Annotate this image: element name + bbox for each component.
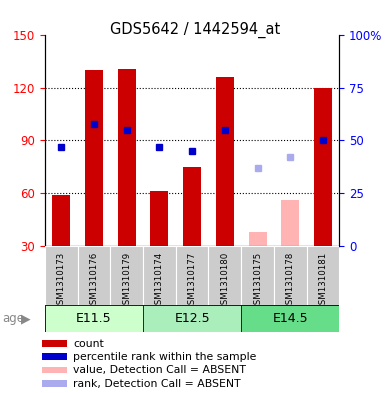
Bar <box>85 70 103 246</box>
Bar <box>52 195 70 246</box>
Bar <box>208 246 241 305</box>
Bar <box>183 167 201 246</box>
Text: GSM1310179: GSM1310179 <box>122 252 131 310</box>
Text: E14.5: E14.5 <box>272 312 308 325</box>
Text: GDS5642 / 1442594_at: GDS5642 / 1442594_at <box>110 22 280 38</box>
Bar <box>43 367 67 373</box>
Bar <box>45 246 78 305</box>
Text: ▶: ▶ <box>21 312 31 326</box>
Text: GSM1310178: GSM1310178 <box>286 252 295 310</box>
Bar <box>314 88 332 246</box>
Bar <box>118 69 136 246</box>
Text: age: age <box>2 312 24 325</box>
Bar <box>43 340 67 347</box>
Bar <box>43 353 67 360</box>
Text: GSM1310181: GSM1310181 <box>319 252 328 310</box>
Bar <box>281 200 299 246</box>
Bar <box>241 305 339 332</box>
Bar <box>307 246 339 305</box>
Text: rank, Detection Call = ABSENT: rank, Detection Call = ABSENT <box>73 378 241 389</box>
Bar <box>43 380 67 387</box>
Bar <box>248 231 266 246</box>
Text: GSM1310177: GSM1310177 <box>188 252 197 310</box>
Text: GSM1310173: GSM1310173 <box>57 252 66 310</box>
Bar <box>216 77 234 246</box>
Bar <box>143 305 241 332</box>
Bar <box>274 246 307 305</box>
Text: E12.5: E12.5 <box>174 312 210 325</box>
Bar <box>151 191 168 246</box>
Bar <box>176 246 208 305</box>
Bar <box>143 246 176 305</box>
Bar <box>78 246 110 305</box>
Text: GSM1310175: GSM1310175 <box>253 252 262 310</box>
Text: GSM1310180: GSM1310180 <box>220 252 229 310</box>
Text: GSM1310176: GSM1310176 <box>89 252 98 310</box>
Bar <box>110 246 143 305</box>
Text: GSM1310174: GSM1310174 <box>155 252 164 310</box>
Bar <box>45 305 143 332</box>
Text: percentile rank within the sample: percentile rank within the sample <box>73 352 257 362</box>
Text: E11.5: E11.5 <box>76 312 112 325</box>
Text: count: count <box>73 339 104 349</box>
Text: value, Detection Call = ABSENT: value, Detection Call = ABSENT <box>73 365 246 375</box>
Bar <box>241 246 274 305</box>
